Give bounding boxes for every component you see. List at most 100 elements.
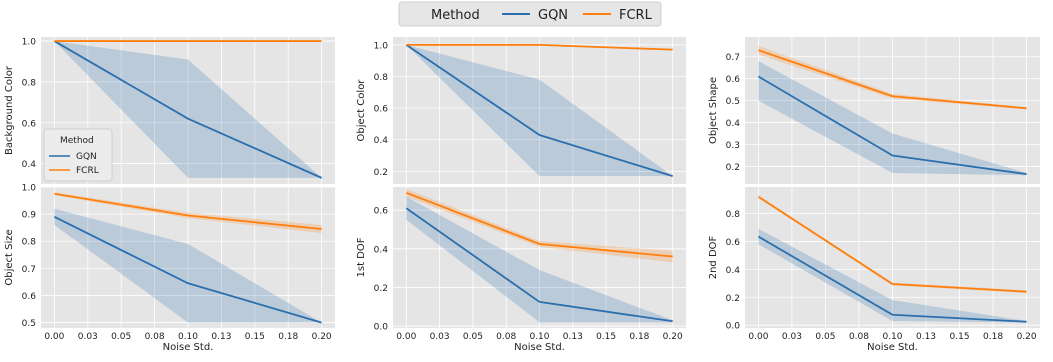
y-tick-label: 0.2 xyxy=(726,163,740,173)
inset-legend-title: Method xyxy=(60,136,94,146)
inset-legend-label-gqn: GQN xyxy=(76,152,97,162)
y-tick-label: 0.7 xyxy=(22,265,36,275)
x-tick-label: 0.20 xyxy=(663,332,683,342)
y-tick-label: 0.4 xyxy=(374,245,389,255)
line-gqn xyxy=(757,235,1027,323)
line-gqn xyxy=(53,40,323,179)
y-axis-label: 2nd DOF xyxy=(708,235,719,279)
line-fcrl xyxy=(757,196,1027,293)
y-tick-label: 0.6 xyxy=(374,105,389,115)
line-fcrl xyxy=(406,44,673,51)
y-tick-label: 0.6 xyxy=(22,119,37,129)
x-tick-label: 0.10 xyxy=(882,332,902,342)
x-tick-label: 0.20 xyxy=(312,332,332,342)
legend-title: Method xyxy=(431,8,480,23)
x-tick-label: 0.05 xyxy=(815,332,835,342)
line-fcrl xyxy=(405,191,673,258)
band-gqn xyxy=(54,208,322,323)
y-tick-label: 0.2 xyxy=(374,284,388,294)
y-tick-label: 0.2 xyxy=(374,168,388,178)
y-axis-label: Object Color xyxy=(356,79,367,142)
line-fcrl xyxy=(758,49,1027,110)
x-tick-label: 0.00 xyxy=(396,332,416,342)
y-tick-label: 0.8 xyxy=(726,210,741,220)
top-legend: Method GQN FCRL xyxy=(398,1,662,27)
y-tick-label: 0.4 xyxy=(726,119,741,129)
inset-legend-frame xyxy=(43,128,113,182)
panel-5: 0.0 0.2 0.4 0.6 0.00 0.03 0.05 0.08 0.10 0.13 0.15… xyxy=(356,187,686,353)
y-tick-label: 0.0 xyxy=(726,322,741,332)
x-tick-label: 0.18 xyxy=(983,332,1003,342)
panel-3: 0.2 0.3 0.4 0.5 0.6 0.7 Object Shape xyxy=(708,37,1040,184)
y-tick-label: 0.6 xyxy=(726,75,741,85)
y-tick-label: 0.5 xyxy=(726,97,740,107)
x-tick-label: 0.13 xyxy=(916,332,936,342)
panel-1: 0.4 0.6 0.8 1.0 Background Color xyxy=(4,37,335,184)
x-tick-label: 0.03 xyxy=(782,332,802,342)
x-tick-label: 0.18 xyxy=(629,332,649,342)
y-tick-label: 0.4 xyxy=(726,266,741,276)
y-tick-label: 0.0 xyxy=(374,323,389,333)
y-tick-label: 0.8 xyxy=(22,238,37,248)
y-tick-label: 1.0 xyxy=(22,38,37,48)
x-tick-label: 0.08 xyxy=(145,332,165,342)
y-tick-label: 0.4 xyxy=(22,160,37,170)
x-tick-label: 0.15 xyxy=(950,332,970,342)
x-tick-label: 0.00 xyxy=(748,332,768,342)
band-gqn xyxy=(54,41,322,178)
x-tick-label: 0.13 xyxy=(563,332,583,342)
band-gqn xyxy=(406,196,673,323)
y-axis-label: Background Color xyxy=(4,65,15,155)
panel-6: 0.0 0.2 0.4 0.6 0.8 0.00 0.03 0.05 0.08 0.10 0.13 0… xyxy=(708,187,1040,353)
y-axis-label: Object Size xyxy=(4,229,15,285)
x-axis-label: Noise Std. xyxy=(163,342,214,353)
line-gqn xyxy=(757,75,1027,176)
inset-legend-label-fcrl: FCRL xyxy=(76,166,99,176)
band-fcrl xyxy=(406,188,673,263)
y-tick-label: 0.6 xyxy=(726,238,741,248)
panel-4: 0.5 0.6 0.7 0.8 0.9 1.0 0.00 0.03 0.05 0.08 0.10 0.… xyxy=(4,184,335,353)
x-tick-label: 0.15 xyxy=(245,332,265,342)
line-fcrl xyxy=(54,192,322,230)
y-tick-label: 0.2 xyxy=(726,294,740,304)
x-tick-label: 0.03 xyxy=(78,332,98,342)
band-gqn xyxy=(406,44,673,177)
y-tick-label: 0.8 xyxy=(22,78,37,88)
y-tick-label: 1.0 xyxy=(22,184,37,194)
x-tick-label: 0.15 xyxy=(596,332,616,342)
line-gqn xyxy=(405,207,673,323)
x-tick-label: 0.10 xyxy=(529,332,549,342)
y-tick-label: 0.8 xyxy=(374,73,389,83)
band-gqn xyxy=(758,228,1027,323)
panel-2: 0.2 0.4 0.6 0.8 1.0 Object Color xyxy=(356,37,686,184)
legend-label-fcrl: FCRL xyxy=(619,8,653,23)
y-tick-label: 0.6 xyxy=(22,292,37,302)
y-tick-label: 0.9 xyxy=(22,211,37,221)
y-axis-label: 1st DOF xyxy=(356,237,367,277)
line-gqn xyxy=(405,44,673,177)
y-tick-label: 0.7 xyxy=(726,53,740,63)
y-axis-label: Object Shape xyxy=(708,77,719,144)
y-tick-label: 0.4 xyxy=(374,136,389,146)
x-tick-label: 0.05 xyxy=(463,332,483,342)
x-tick-label: 0.08 xyxy=(849,332,869,342)
y-tick-label: 0.6 xyxy=(374,207,389,217)
y-tick-label: 1.0 xyxy=(374,41,389,51)
band-gqn xyxy=(758,61,1027,176)
x-tick-label: 0.18 xyxy=(278,332,298,342)
inset-legend: Method GQN FCRL xyxy=(43,128,113,182)
x-tick-label: 0.03 xyxy=(430,332,450,342)
y-tick-label: 0.5 xyxy=(22,319,36,329)
x-tick-label: 0.10 xyxy=(178,332,198,342)
x-tick-label: 0.08 xyxy=(496,332,516,342)
y-tick-label: 0.3 xyxy=(726,141,740,151)
x-tick-label: 0.13 xyxy=(211,332,231,342)
x-axis-label: Noise Std. xyxy=(514,342,565,353)
x-tick-label: 0.20 xyxy=(1017,332,1037,342)
x-tick-label: 0.00 xyxy=(44,332,64,342)
panels: 0.4 0.6 0.8 1.0 Background Color 0.2 0.4 0.6 0.8… xyxy=(4,37,1040,353)
line-gqn xyxy=(53,216,322,324)
x-tick-label: 0.05 xyxy=(111,332,131,342)
legend-label-gqn: GQN xyxy=(538,8,568,23)
